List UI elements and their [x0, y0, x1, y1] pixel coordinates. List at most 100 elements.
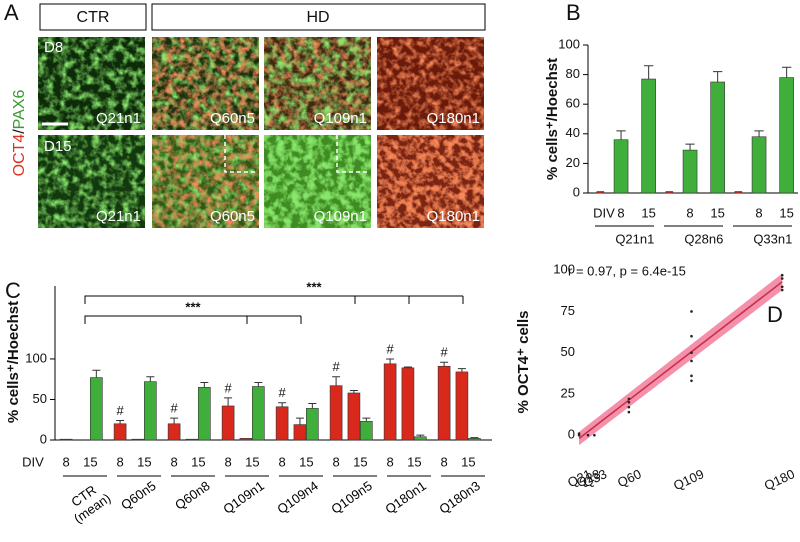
point — [690, 379, 693, 383]
bar — [383, 363, 397, 441]
div-tick-label: 15 — [83, 454, 97, 469]
y-tick-label: 50 — [33, 391, 47, 406]
annotation: r = 0.97, p = 6.4e-15 — [568, 263, 686, 278]
group-label: CTR — [77, 9, 110, 26]
error-bar — [754, 130, 764, 137]
bar — [682, 149, 698, 194]
line-label: Q21n1 — [96, 110, 141, 127]
y-tick-label: 75 — [561, 303, 575, 318]
error-bar — [643, 65, 654, 80]
y-tick-label: 100 — [558, 36, 580, 51]
point — [627, 397, 631, 401]
bar — [90, 377, 103, 441]
line-label: Q109n1 — [314, 110, 367, 127]
error-bar — [470, 437, 479, 439]
div-label: DIV — [22, 454, 44, 469]
error-bar — [92, 369, 101, 378]
div-tick-label: 8 — [170, 454, 177, 469]
fit-line — [578, 281, 783, 440]
div-tick-label: 8 — [224, 454, 231, 469]
error-bar — [386, 358, 395, 364]
bar — [710, 81, 725, 194]
error-bar — [403, 366, 412, 368]
point — [593, 433, 596, 437]
point — [690, 374, 693, 378]
error-bar — [254, 381, 263, 387]
bar — [252, 386, 265, 441]
div-tick-label: 8 — [617, 205, 624, 220]
stain-label: OCT4/PAX6 — [11, 89, 28, 176]
y-tick-label: 60 — [566, 96, 580, 111]
error-bar — [457, 368, 466, 372]
point — [586, 433, 590, 437]
micrograph-texture — [377, 135, 484, 228]
significance-label: *** — [185, 299, 201, 314]
group-box — [151, 3, 486, 31]
row-label: D15 — [44, 138, 72, 155]
div-tick-label: 15 — [710, 205, 724, 220]
significance-bracket — [84, 295, 464, 304]
y-tick-label: 0 — [40, 431, 47, 446]
div-tick-label: 8 — [755, 205, 762, 220]
x-tick-label: Q60 — [615, 466, 644, 490]
div-tick-label: 8 — [332, 454, 339, 469]
point — [627, 410, 631, 414]
error-bar — [224, 397, 233, 406]
bar — [329, 385, 343, 441]
category-label: Q28n6 — [684, 231, 723, 246]
bar — [596, 191, 605, 194]
div-tick-label: 15 — [461, 454, 475, 469]
micrograph-texture — [38, 37, 145, 130]
error-bar — [440, 361, 449, 367]
div-tick-label: 15 — [779, 205, 793, 220]
panel-label: D — [767, 302, 783, 327]
point — [780, 288, 784, 292]
line-label: Q180n1 — [427, 208, 480, 225]
line-label: Q60n5 — [210, 110, 255, 127]
div-tick-label: 8 — [686, 205, 693, 220]
micrograph-texture — [152, 37, 259, 130]
bar — [734, 191, 743, 194]
error-bar — [116, 420, 125, 424]
significance-marker: # — [170, 401, 178, 416]
div-tick-label: 15 — [299, 454, 313, 469]
y-axis-label: % OCT4⁺ cells — [515, 311, 532, 414]
point — [627, 405, 631, 409]
div-tick-label: 8 — [386, 454, 393, 469]
group-box — [39, 3, 147, 31]
stain-part: OCT4 — [11, 134, 28, 177]
significance-marker: # — [386, 341, 394, 356]
div-tick-label: 15 — [641, 205, 655, 220]
stain-part: PAX6 — [11, 89, 28, 129]
div-tick-label: 8 — [440, 454, 447, 469]
significance-marker: # — [440, 345, 448, 360]
y-tick-label: 40 — [566, 125, 580, 140]
div-tick-label: 15 — [245, 454, 259, 469]
inset-box — [336, 135, 370, 173]
bar — [468, 438, 481, 441]
line-label: Q21n1 — [96, 208, 141, 225]
line-label: Q60n5 — [210, 208, 255, 225]
div-tick-label: 8 — [278, 454, 285, 469]
point — [577, 432, 581, 435]
bar — [167, 423, 181, 441]
bar — [360, 421, 373, 441]
bar — [185, 438, 199, 441]
bar — [401, 367, 415, 441]
error-bar — [685, 143, 695, 151]
micrograph-texture — [377, 37, 484, 130]
x-tick-label: Q180 — [762, 466, 797, 493]
category-label: Q33n1 — [753, 231, 792, 246]
micrograph-texture — [264, 135, 371, 228]
point — [690, 310, 693, 313]
inset-box — [224, 135, 258, 173]
div-tick-label: 8 — [62, 454, 69, 469]
bar — [59, 438, 73, 441]
y-tick-label: 80 — [566, 66, 580, 81]
y-tick-label: 100 — [25, 350, 47, 365]
bar — [455, 371, 469, 441]
significance-marker: # — [224, 380, 232, 395]
bar — [221, 405, 235, 441]
error-bar — [616, 130, 626, 140]
